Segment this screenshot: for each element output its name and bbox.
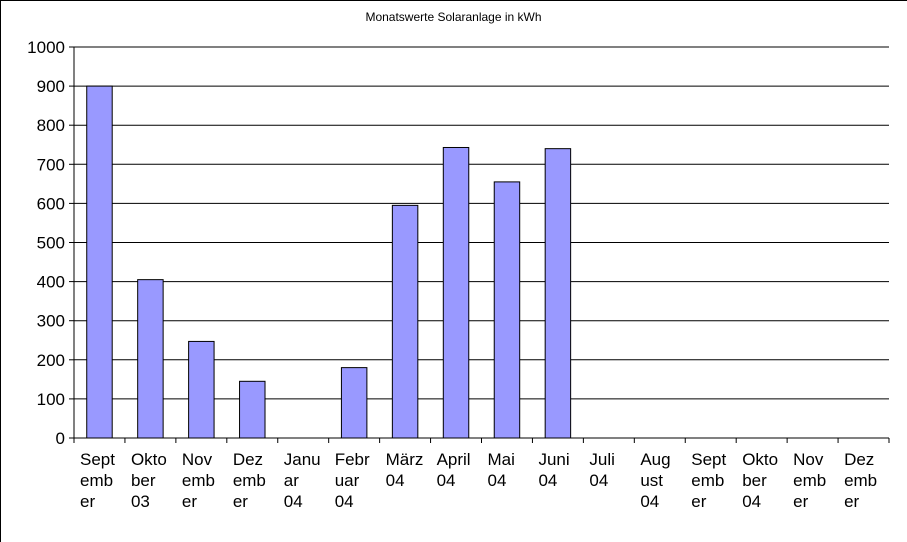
x-category-label: Febr uar 04 bbox=[335, 450, 370, 511]
y-tick-label: 700 bbox=[37, 155, 65, 174]
x-category-label: Dez emb er bbox=[233, 450, 266, 511]
y-tick-label: 0 bbox=[56, 429, 65, 448]
y-tick-label: 600 bbox=[37, 194, 65, 213]
x-category-label: Sept emb er bbox=[80, 450, 115, 511]
chart-title: Monatswerte Solaranlage in kWh bbox=[365, 10, 542, 24]
y-tick-label: 200 bbox=[37, 351, 65, 370]
x-category-label: Nov emb er bbox=[182, 450, 215, 511]
x-category-label: Okto ber 03 bbox=[131, 450, 167, 511]
bar bbox=[86, 85, 113, 439]
y-tick-label: 800 bbox=[37, 116, 65, 135]
y-tick-label: 400 bbox=[37, 273, 65, 292]
x-category-label: Sept emb er bbox=[691, 450, 726, 511]
y-tick-label: 500 bbox=[37, 234, 65, 253]
y-tick-label: 1000 bbox=[27, 38, 65, 57]
bar bbox=[544, 148, 572, 439]
y-tick-label: 100 bbox=[37, 390, 65, 409]
bar bbox=[188, 340, 215, 439]
bar bbox=[340, 367, 368, 439]
y-tick-label: 900 bbox=[37, 77, 65, 96]
x-category-label: April 04 bbox=[437, 450, 471, 490]
x-category-label: Mai 04 bbox=[488, 450, 515, 490]
bar bbox=[137, 279, 164, 439]
x-category-label: Nov emb er bbox=[793, 450, 826, 511]
x-category-label: Janu ar 04 bbox=[284, 450, 321, 511]
bar bbox=[239, 380, 266, 439]
x-category-label: Okto ber 04 bbox=[742, 450, 778, 511]
x-category-label: Juni 04 bbox=[538, 450, 569, 490]
x-category-label: Aug ust 04 bbox=[640, 450, 670, 511]
bar bbox=[442, 146, 470, 439]
bar bbox=[493, 181, 521, 439]
x-category-label: Dez emb er bbox=[844, 450, 877, 511]
y-tick-label: 300 bbox=[37, 312, 65, 331]
x-category-label: Juli 04 bbox=[589, 450, 615, 490]
x-category-label: März 04 bbox=[386, 450, 424, 490]
bar bbox=[391, 204, 419, 439]
